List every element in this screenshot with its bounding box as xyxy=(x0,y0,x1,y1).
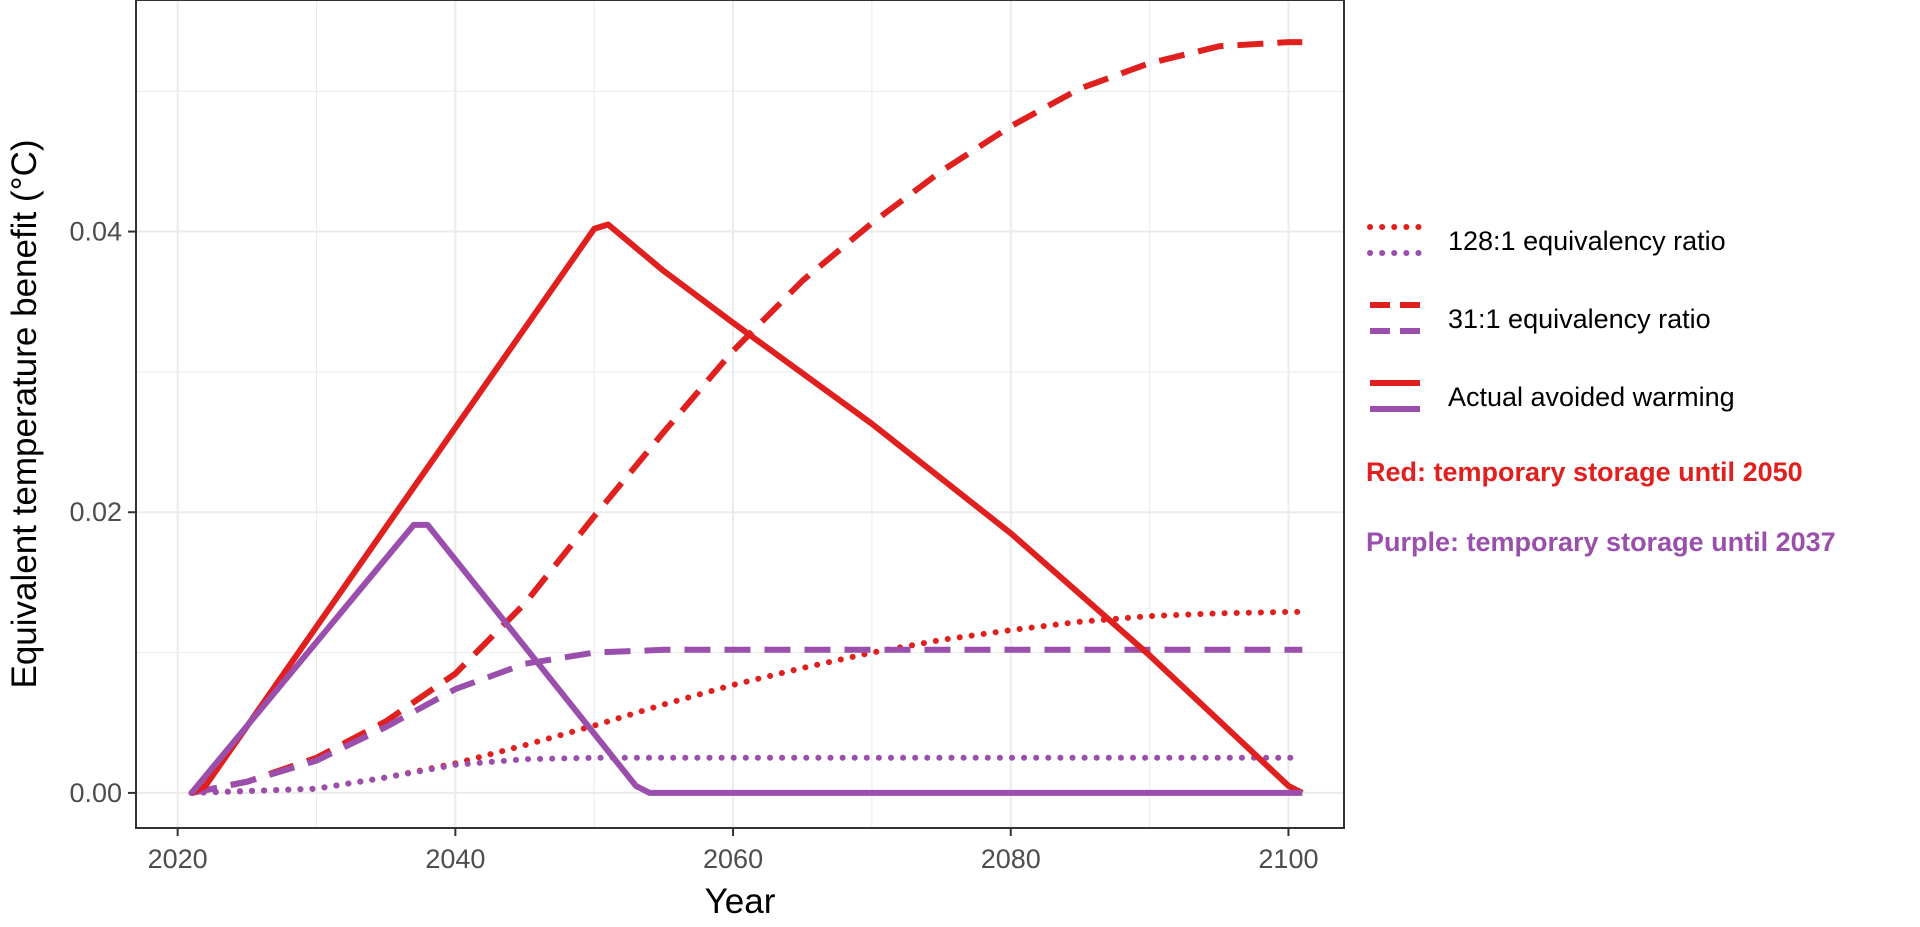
series-line-purple-dotted xyxy=(188,754,1306,796)
series-line-red-solid xyxy=(190,221,1304,796)
y-tick-label: 0.00 xyxy=(69,778,122,808)
legend-label: 128:1 equivalency ratio xyxy=(1448,226,1726,256)
x-tick-label: 2040 xyxy=(425,844,485,874)
legend-note-red: Red: temporary storage until 2050 xyxy=(1366,457,1803,487)
x-tick-label: 2080 xyxy=(981,844,1041,874)
legend-note-purple: Purple: temporary storage until 2037 xyxy=(1366,527,1836,557)
x-axis-title: Year xyxy=(705,882,776,921)
plot-border xyxy=(135,0,1345,829)
x-tick-label: 2100 xyxy=(1258,844,1318,874)
series-line-purple-dashed xyxy=(190,646,1303,796)
x-tick-label: 2020 xyxy=(148,844,208,874)
y-tick-label: 0.04 xyxy=(69,217,122,247)
plot-panel xyxy=(136,0,1344,828)
x-tick-label: 2060 xyxy=(703,844,763,874)
y-axis-title: Equivalent temperature benefit (°C) xyxy=(5,140,44,689)
y-tick-label: 0.02 xyxy=(69,497,122,527)
legend-label: Actual avoided warming xyxy=(1448,382,1735,412)
series-line-purple-solid xyxy=(189,521,1303,796)
series-line-red-dashed xyxy=(190,39,1303,796)
legend-label: 31:1 equivalency ratio xyxy=(1448,304,1711,334)
